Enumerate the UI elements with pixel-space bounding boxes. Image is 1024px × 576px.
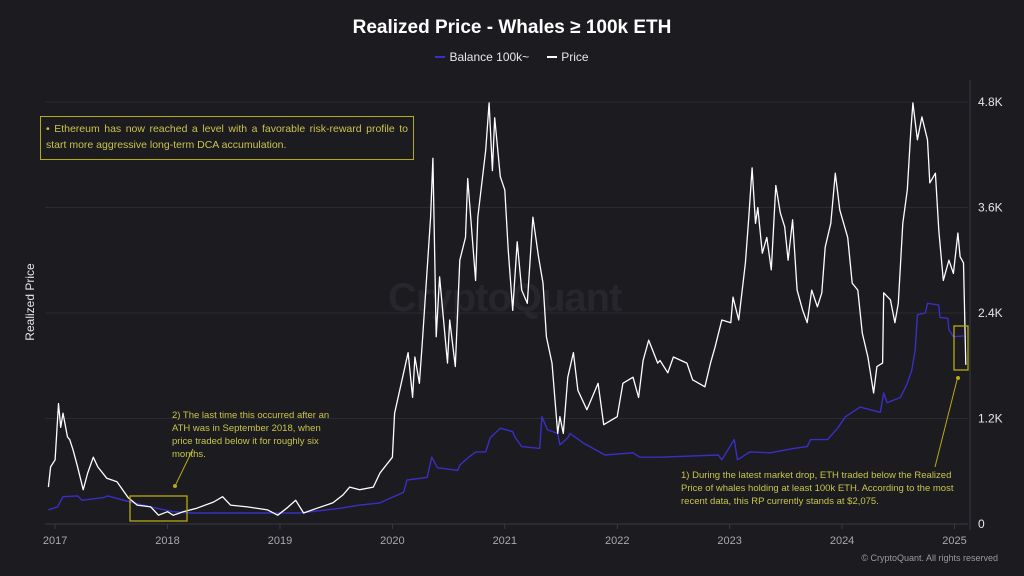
arrow-2018: [175, 448, 194, 485]
highlight-box-2025: [953, 325, 969, 371]
chart-title: Realized Price - Whales ≥ 100k ETH: [352, 17, 672, 38]
x-tick-label: 2025: [942, 535, 966, 547]
y-tick-label: 3.6K: [978, 200, 1003, 214]
legend-swatch-price: [547, 56, 558, 58]
arrowhead-2018: [173, 484, 177, 488]
arrowhead-2025: [956, 376, 960, 380]
x-tick-label: 2017: [43, 535, 67, 547]
legend-item-price[interactable]: Price: [547, 50, 589, 64]
legend-label-balance: Balance 100k~: [449, 50, 530, 64]
x-tick-label: 2023: [717, 535, 741, 547]
x-tick-label: 2022: [605, 535, 629, 547]
y-axis-label: Realized Price: [23, 263, 37, 341]
legend-swatch-balance: [435, 56, 446, 58]
annotation-latest-drop: 1) During the latest market drop, ETH tr…: [681, 470, 954, 507]
arrow-2025: [934, 379, 958, 468]
series-line-price: [47, 102, 967, 516]
legend: Balance 100k~ Price: [0, 50, 1024, 64]
y-tick-label: 4.8K: [978, 95, 1003, 109]
legend-label-price: Price: [561, 50, 589, 64]
y-tick-label: 1.2K: [978, 411, 1003, 425]
x-tick-label: 2021: [493, 535, 517, 547]
y-tick-label: 0: [978, 517, 985, 531]
annotation-2018: 2) The last time this occurred after an …: [172, 410, 330, 460]
x-tick-label: 2019: [268, 535, 292, 547]
x-tick-label: 2018: [155, 535, 179, 547]
highlight-box-2018: [129, 495, 188, 522]
y-tick-label: 2.4K: [978, 306, 1003, 320]
x-tick-label: 2024: [830, 535, 854, 547]
annotation-dca: • Ethereum has now reached a level with …: [40, 116, 414, 160]
copyright: © CryptoQuant. All rights reserved: [861, 553, 998, 563]
legend-item-balance[interactable]: Balance 100k~: [435, 50, 529, 64]
x-tick-label: 2020: [380, 535, 404, 547]
